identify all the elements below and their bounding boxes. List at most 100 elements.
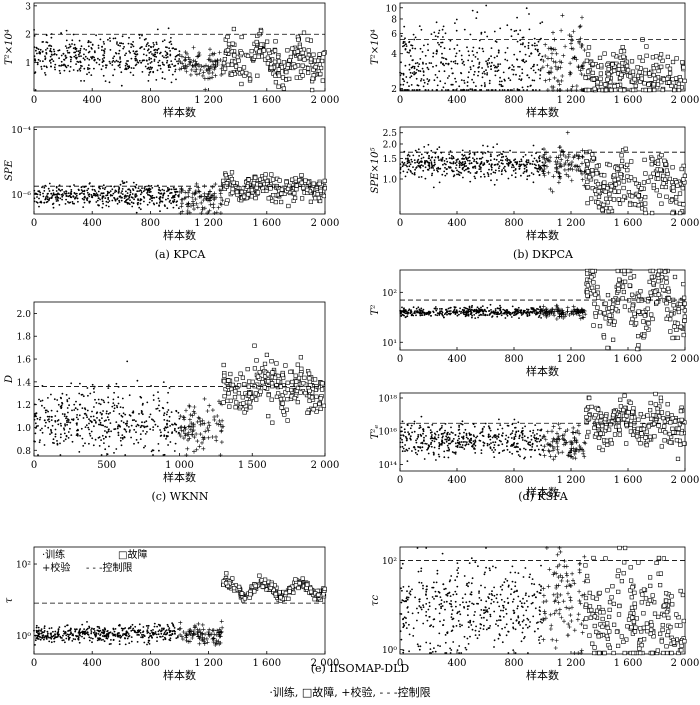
point-train [527,159,530,162]
point-train [98,63,101,66]
point-train [52,441,54,444]
point-train [524,448,527,451]
point-train [163,419,166,421]
point-train [33,197,36,200]
point-fault [676,87,681,93]
point-train [74,46,77,49]
point-fault [300,50,305,55]
point-train [436,89,438,91]
point-train [444,174,447,177]
point-train [457,170,460,173]
point-val [546,56,550,61]
point-train [540,58,543,61]
point-train [427,80,430,83]
point-train [154,48,157,51]
point-fault [678,78,683,83]
point-train [443,431,446,434]
point-fault [295,362,300,367]
point-train [45,65,48,68]
point-train [163,189,166,192]
point-train [411,89,414,91]
point-train [60,424,62,427]
point-train [469,68,472,71]
point-train [441,28,444,31]
point-fault [602,180,607,185]
point-train [523,170,526,173]
point-fault [673,195,679,200]
point-train [430,435,433,438]
point-train [407,89,410,91]
point-train [61,193,64,195]
point-train [445,438,448,441]
point-fault [260,380,265,385]
point-train [78,414,81,417]
point-train [532,429,535,432]
point-train [141,187,143,190]
point-fault [659,284,664,289]
point-train [151,449,154,451]
point-fault [301,185,306,191]
point-train [412,166,414,169]
x-axis-label: 样本数 [163,470,196,484]
point-train [80,55,82,57]
point-train [67,51,69,54]
point-train [78,52,81,54]
point-fault [295,399,300,405]
point-train [480,166,482,169]
point-fault [665,54,670,59]
point-train [41,186,43,189]
point-fault [639,186,644,191]
x-tick-label: 2 000 [311,95,340,106]
point-train [51,194,54,197]
plot-frame [399,2,686,92]
point-train [134,195,137,198]
point-train [160,192,163,195]
point-train [518,167,521,170]
point-train [90,74,93,76]
x-tick-label: 1 600 [614,354,643,365]
point-fault [604,196,609,201]
point-fault [266,413,271,419]
point-train [41,427,43,430]
point-train [50,409,53,412]
point-fault [663,184,668,190]
point-fault [647,71,652,76]
point-train [152,394,155,397]
point-train [489,153,492,156]
point-val [195,439,200,444]
point-train [158,59,161,62]
point-fault [230,186,235,192]
point-train [522,172,525,175]
point-train [473,152,476,155]
point-train [66,421,68,424]
point-val [197,71,202,76]
point-train [106,194,109,197]
point-train [148,68,151,71]
point-train [99,187,101,190]
point-train [416,311,419,314]
point-train [515,73,517,76]
point-fault [609,184,614,189]
point-fault [635,346,640,352]
point-train [427,43,429,46]
point-train [121,188,124,190]
point-train [416,68,418,71]
point-train [414,448,417,451]
point-fault [253,196,258,201]
point-train [56,196,59,199]
point-train [531,163,534,166]
point-train [82,57,85,60]
point-train [402,447,405,450]
point-val [563,161,568,165]
point-train [519,50,521,53]
point-train [97,57,99,60]
x-axis-label: 样本数 [526,228,559,242]
point-train [496,313,499,316]
point-train [415,167,417,169]
point-train [98,204,100,207]
point-train [452,156,455,158]
point-train [438,43,440,46]
point-train [460,310,463,313]
point-train [455,52,458,55]
